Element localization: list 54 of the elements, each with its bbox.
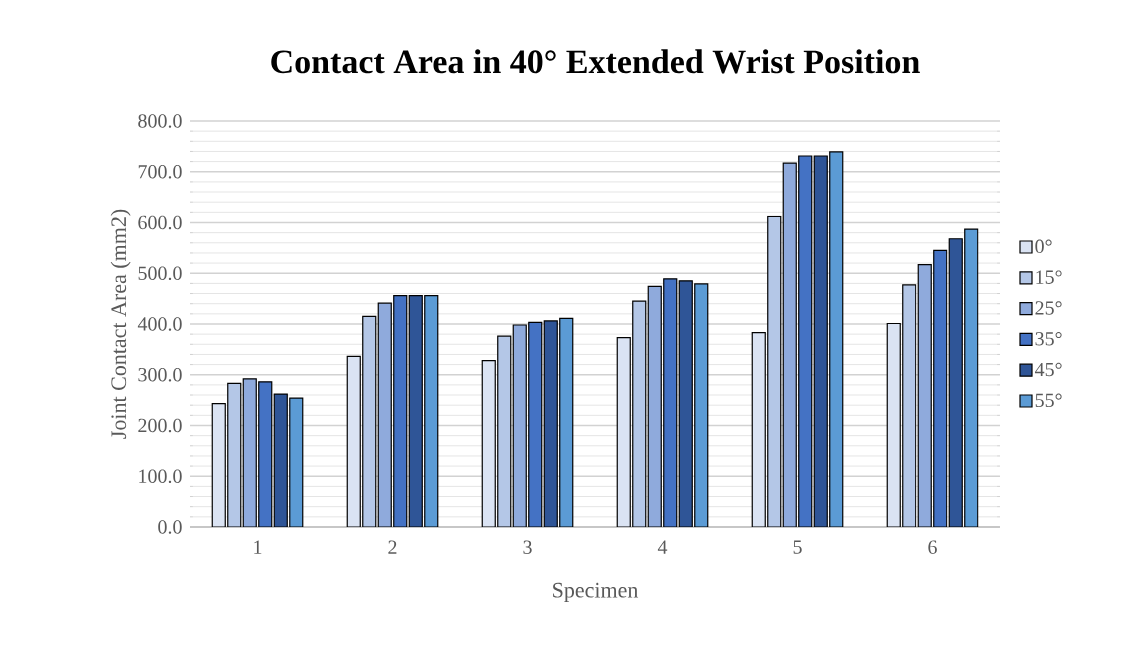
x-tick-label: 1 [254,540,262,554]
y-tick-label: 800.0 [138,114,182,128]
y-tick-label: 0.0 [158,520,182,534]
legend-label: 45° [1034,362,1062,377]
bar [813,155,828,527]
x-tick-label: 5 [793,540,802,554]
bar [798,155,813,527]
bar [211,403,226,527]
bar [933,249,948,527]
bar [543,320,558,527]
bar [782,162,797,527]
legend-label: 0° [1035,239,1052,254]
bar [751,332,766,527]
chart-title: Contact Area in 40° Extended Wrist Position [271,49,920,74]
y-tick-label: 700.0 [138,164,182,179]
x-tick-label: 2 [388,540,397,554]
legend-label: 55° [1035,393,1062,408]
bar [917,264,932,527]
bar [289,397,304,527]
bar [258,381,273,527]
y-axis-title: Joint Contact Area (mm2) [110,209,131,439]
bar [948,238,963,527]
y-tick-label: 200.0 [138,418,182,433]
bar [647,285,662,527]
bar [273,393,288,527]
bar [886,322,901,527]
bar [528,321,543,527]
x-tick-label: 6 [928,540,937,554]
x-axis-title: Specimen [553,582,639,603]
bar [616,337,631,527]
bar [346,355,361,527]
bar [393,294,408,527]
y-tick-label: 600.0 [138,215,182,230]
legend-label: 15° [1036,270,1062,284]
bar [694,283,709,527]
bar [964,228,979,527]
y-tick-label: 100.0 [139,469,182,484]
bar [829,151,844,527]
x-tick-label: 4 [657,540,668,554]
y-tick-label: 400.0 [137,317,182,331]
legend-label: 25° [1035,301,1062,315]
legend-label: 35° [1035,331,1062,346]
bar [377,302,392,527]
y-tick-label: 300.0 [138,367,182,382]
x-tick-label: 3 [523,540,532,554]
bar [663,278,678,527]
bar [408,294,423,527]
bar [559,317,574,527]
bar [424,294,439,527]
y-tick-label: 500.0 [138,266,182,281]
bar [481,359,496,527]
bar [242,378,257,527]
bar [678,280,693,527]
bar [512,324,527,527]
